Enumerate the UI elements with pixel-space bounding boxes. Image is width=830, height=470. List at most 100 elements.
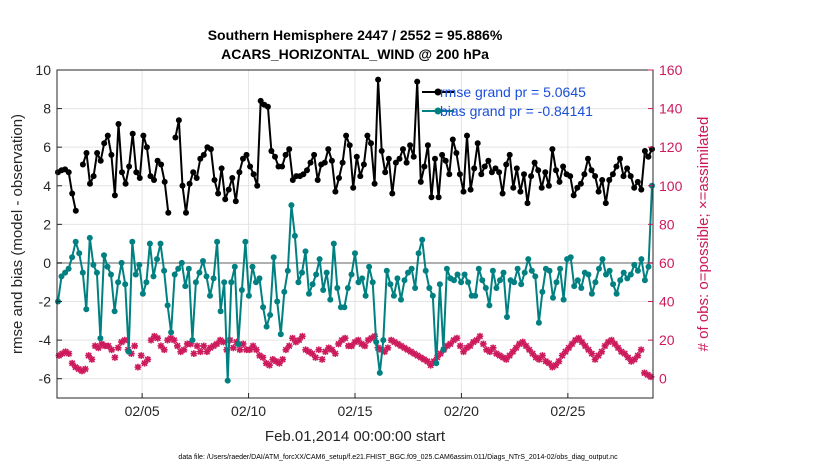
bias-point — [422, 267, 429, 274]
obs-count-marker — [562, 348, 569, 356]
bias-point — [617, 277, 624, 284]
y-tick-label: 4 — [43, 178, 51, 194]
rmse-point — [183, 209, 189, 216]
obs-count-marker — [364, 336, 372, 344]
bias-point — [394, 275, 401, 282]
obs-count-marker — [420, 356, 428, 363]
rmse-point — [193, 175, 200, 181]
bias-point — [139, 290, 146, 297]
footnote: data file: /Users/raeder/DAI/ATM_forcXX/… — [178, 454, 618, 461]
bias-point — [486, 302, 493, 309]
rmse-point — [496, 169, 503, 176]
obs-count-marker — [381, 348, 388, 356]
bias-point — [65, 265, 72, 272]
obs-count-marker — [627, 357, 635, 365]
rmse-point — [524, 200, 531, 207]
bias-point — [489, 267, 496, 274]
rmse-point — [190, 169, 197, 176]
bias-point — [521, 269, 528, 276]
bias-point — [511, 279, 518, 286]
chart-title-line2: ACARS_HORIZONTAL_WIND @ 200 hPa — [221, 46, 489, 62]
obs-count-marker — [88, 356, 96, 363]
obs-count-marker — [167, 334, 175, 342]
rmse-point — [556, 178, 563, 185]
bias-point — [323, 269, 330, 276]
chart-title-line1: Southern Hemisphere 2447 / 2552 = 95.886… — [208, 27, 503, 43]
x-axis-ticks: 02/05 02/10 02/15 02/20 02/25 — [125, 393, 586, 419]
bias-point — [588, 290, 595, 297]
rmse-point — [602, 200, 609, 207]
rmse-point — [229, 175, 236, 181]
bias-point — [316, 256, 323, 263]
bias-point — [352, 250, 358, 257]
rmse-point — [471, 165, 478, 172]
obs-count-marker — [81, 365, 89, 373]
bias-point — [330, 240, 337, 247]
bias-point — [228, 279, 235, 286]
obs-count-marker — [338, 336, 346, 344]
rmse-point — [140, 132, 147, 139]
obs-count-marker — [259, 354, 267, 361]
obs-count-marker — [516, 340, 523, 348]
rmse-point — [581, 171, 588, 178]
bias-point — [143, 279, 150, 286]
bias-point — [408, 265, 415, 272]
obs-count-marker — [174, 342, 181, 350]
bias-point — [97, 335, 104, 342]
obs-count-marker — [404, 346, 412, 354]
bias-point — [217, 308, 224, 315]
bias-point — [528, 267, 535, 274]
obs-count-marker — [62, 348, 69, 356]
rmse-point — [606, 177, 613, 183]
obs-count-marker — [150, 332, 158, 340]
obs-count-marker — [512, 344, 520, 352]
x-tick-label: 02/25 — [550, 403, 585, 419]
bias-point — [500, 269, 507, 276]
right-axis-label: # of obs: o=possible; ×=assimilated — [695, 117, 712, 352]
obs-count-marker — [601, 342, 609, 350]
bias-point — [613, 290, 620, 297]
bias-point — [369, 279, 376, 286]
bias-point — [83, 306, 90, 313]
obs-count-marker — [170, 336, 178, 344]
bias-point — [327, 296, 334, 303]
obs-count-marker — [446, 340, 454, 348]
bias-point — [115, 279, 122, 286]
obs-count-marker — [460, 348, 467, 356]
rmse-point — [464, 132, 470, 139]
rmse-point — [279, 163, 286, 170]
obs-count-marker — [486, 348, 494, 356]
right-tick-label: 160 — [659, 62, 683, 78]
bias-point — [207, 292, 213, 299]
rmse-point — [424, 142, 431, 149]
bias-point — [150, 273, 157, 280]
obs-count-marker — [621, 350, 629, 358]
obs-count-marker — [410, 350, 418, 358]
rmse-point — [328, 157, 335, 164]
bias-point — [221, 279, 228, 286]
obs-count-marker — [358, 340, 365, 348]
bias-point — [101, 252, 107, 259]
obs-count-marker — [246, 346, 254, 354]
bias-point — [154, 256, 160, 263]
rmse-point — [304, 167, 310, 174]
y-tick-label: 0 — [43, 255, 51, 271]
obs-count-marker — [302, 346, 310, 354]
y-axis-ticks: -6 -4 -2 0 2 4 6 8 10 — [35, 62, 62, 387]
rmse-point — [417, 178, 424, 185]
obs-count-marker — [608, 336, 615, 344]
rmse-point — [225, 186, 232, 193]
rmse-point — [407, 142, 414, 149]
rmse-point — [577, 180, 584, 187]
rmse-point — [449, 136, 456, 143]
rmse-point — [585, 155, 591, 162]
rmse-point — [314, 177, 321, 183]
obs-count-marker — [266, 361, 273, 369]
rmse-point — [588, 167, 595, 174]
y-tick-label: -4 — [39, 332, 52, 348]
rmse-point — [186, 180, 193, 187]
bias-point — [465, 279, 472, 286]
bias-point — [525, 256, 532, 263]
rmse-point — [215, 190, 222, 197]
rmse-point — [250, 171, 257, 178]
